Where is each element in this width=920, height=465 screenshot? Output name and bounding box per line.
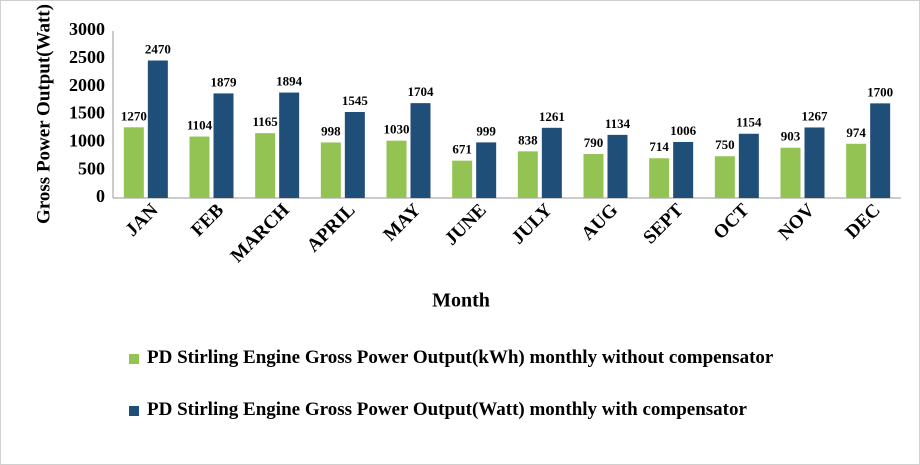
bar: [846, 143, 867, 198]
y-axis-label: Gross Power Output(Watt): [33, 4, 54, 224]
legend-item: PD Stirling Engine Gross Power Output(kW…: [129, 347, 849, 369]
bar: [476, 142, 497, 198]
x-tick-label: OCT: [709, 200, 753, 244]
bar: [279, 92, 300, 198]
bar: [780, 147, 801, 198]
bar: [386, 140, 407, 198]
bar: [123, 127, 144, 198]
bar: [607, 134, 628, 198]
bar: [541, 127, 562, 198]
bar: [147, 60, 168, 199]
x-tick-label: MARCH: [227, 200, 294, 267]
bar: [738, 133, 759, 198]
y-tick-label: 0: [96, 186, 105, 206]
x-tick-label: JUNE: [441, 200, 491, 250]
data-label: 903: [781, 129, 801, 144]
x-tick-label: NOV: [774, 200, 819, 245]
bar: [452, 160, 473, 198]
data-label: 1134: [605, 116, 631, 131]
bar: [410, 103, 431, 198]
legend-swatch: [129, 354, 139, 364]
data-label: 714: [649, 139, 669, 154]
x-tick-label: APRIL: [303, 200, 360, 257]
x-tick-label: JULY: [508, 200, 557, 249]
data-label: 1267: [802, 108, 829, 123]
bar: [804, 127, 825, 198]
data-label: 998: [321, 123, 341, 138]
data-label: 1006: [670, 123, 697, 138]
bar: [714, 156, 735, 198]
x-tick-label: SEPT: [639, 200, 688, 249]
x-axis-label: Month: [432, 290, 490, 312]
y-tick-label: 1000: [69, 130, 105, 150]
y-tick-label: 500: [78, 158, 105, 178]
data-label: 1894: [276, 74, 303, 89]
data-label: 790: [584, 135, 604, 150]
legend-label: PD Stirling Engine Gross Power Output(kW…: [147, 347, 774, 368]
bar: [870, 103, 891, 198]
x-tick-label: FEB: [187, 200, 228, 241]
data-label: 2470: [145, 41, 171, 56]
bar: [344, 111, 365, 198]
x-tick-label: AUG: [577, 200, 622, 245]
data-label: 1030: [384, 122, 410, 137]
y-tick-label: 2000: [69, 75, 105, 95]
data-label: 1270: [121, 108, 147, 123]
x-tick-label: DEC: [842, 200, 885, 243]
bar: [213, 93, 234, 198]
data-label: 1165: [253, 114, 279, 129]
data-label: 1104: [187, 118, 213, 133]
legend-swatch: [129, 406, 139, 416]
data-label: 999: [476, 123, 496, 138]
x-tick-label: MAY: [379, 200, 425, 246]
bar: [320, 142, 341, 198]
data-label: 671: [452, 142, 472, 157]
data-label: 1879: [211, 74, 238, 89]
bar: [673, 141, 694, 198]
y-tick-label: 2500: [69, 47, 105, 67]
data-label: 750: [715, 137, 735, 152]
bar: [255, 133, 276, 198]
data-label: 974: [846, 125, 866, 140]
x-tick-label: JAN: [121, 200, 162, 241]
data-label: 1261: [539, 109, 565, 124]
legend-label: PD Stirling Engine Gross Power Output(Wa…: [147, 399, 747, 420]
legend-item: PD Stirling Engine Gross Power Output(Wa…: [129, 399, 849, 421]
bar: [517, 151, 538, 198]
bar: [189, 136, 210, 198]
data-label: 1545: [342, 93, 369, 108]
y-tick-label: 3000: [69, 19, 105, 39]
data-label: 1704: [408, 84, 435, 99]
data-label: 1700: [867, 84, 893, 99]
bar: [649, 158, 670, 198]
data-label: 838: [518, 132, 538, 147]
bar: [583, 154, 604, 198]
data-label: 1154: [736, 115, 762, 130]
y-tick-label: 1500: [69, 103, 105, 123]
